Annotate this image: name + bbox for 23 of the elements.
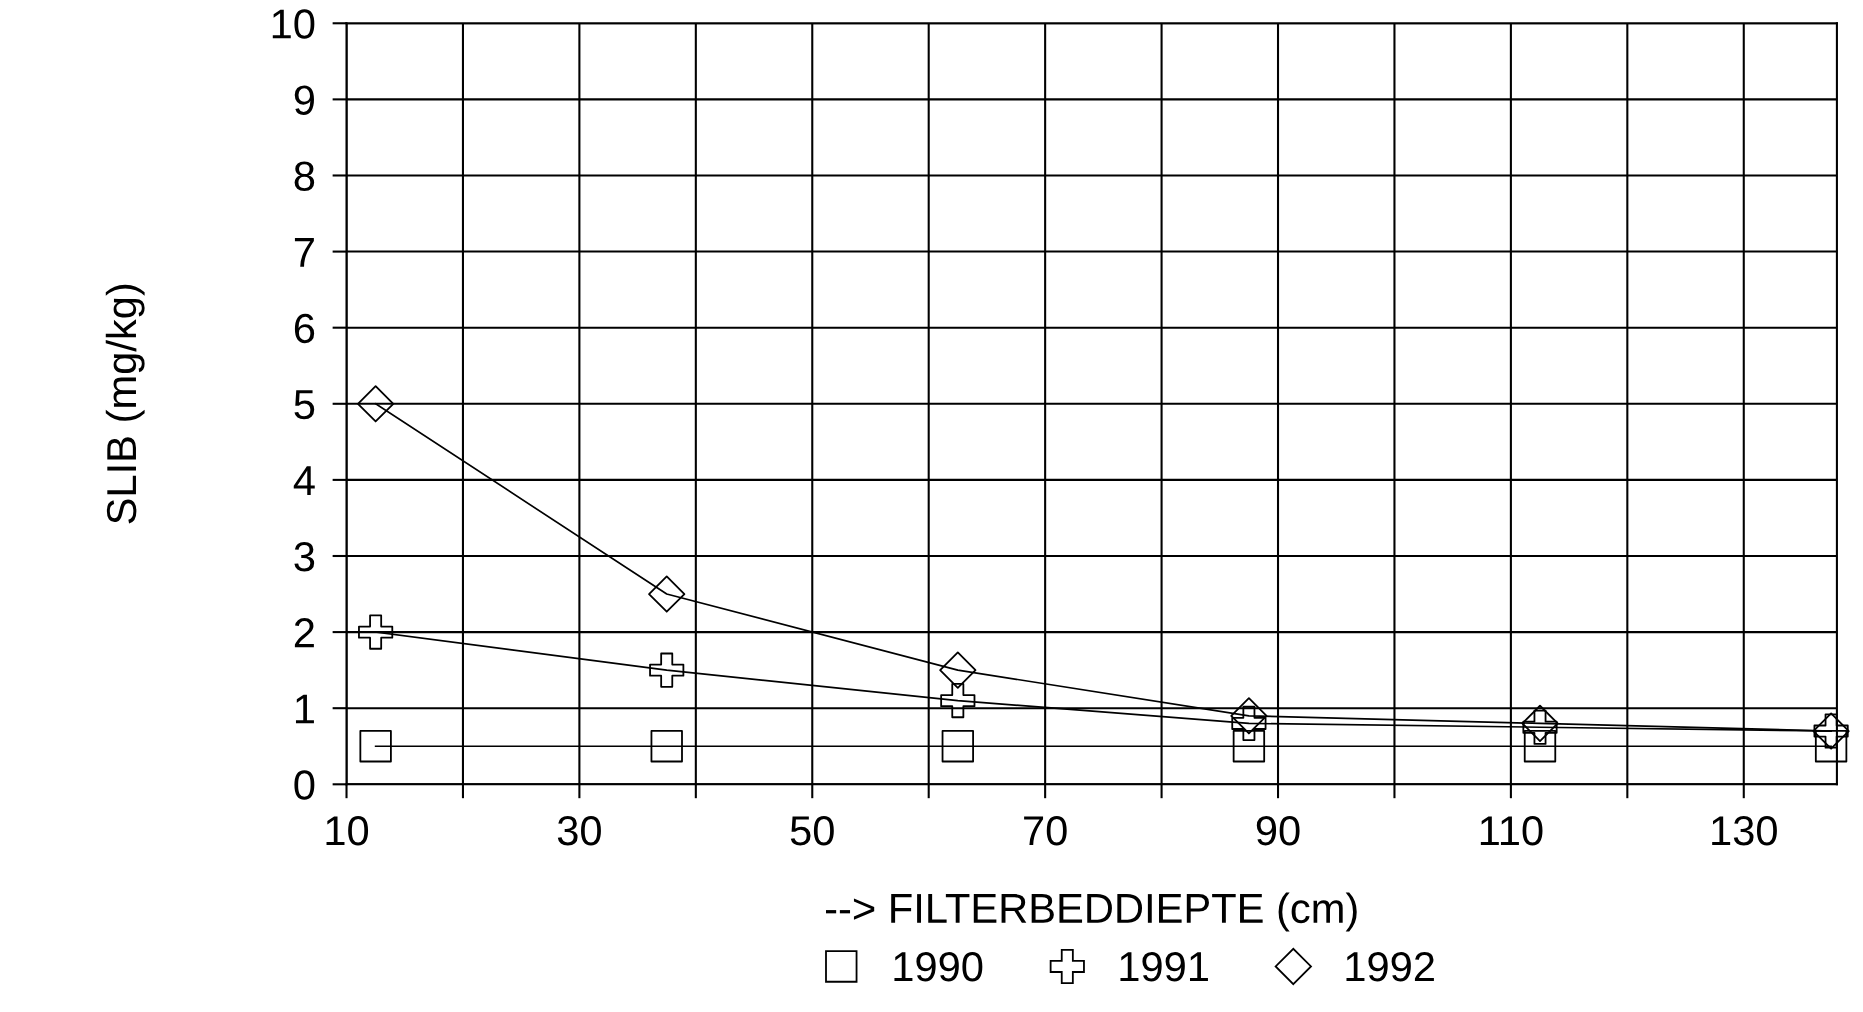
y-tick-label: 7 bbox=[294, 238, 314, 267]
x-tick-label: 10 bbox=[326, 815, 369, 846]
y-tick-label: 2 bbox=[294, 618, 314, 648]
legend-label: 1991 bbox=[1120, 951, 1208, 982]
y-tick-label: 1 bbox=[295, 694, 314, 724]
legend-label: 1990 bbox=[894, 951, 983, 982]
x-tick-label: 130 bbox=[1712, 815, 1777, 846]
y-tick-label: 4 bbox=[293, 466, 315, 495]
y-tick-label: 3 bbox=[294, 542, 315, 572]
y-tick-label: 10 bbox=[272, 9, 315, 39]
x-tick-label: 50 bbox=[790, 815, 834, 846]
y-tick-label: 9 bbox=[294, 85, 314, 115]
y-tick-label: 8 bbox=[294, 161, 315, 191]
x-tick-label: 110 bbox=[1480, 815, 1543, 846]
legend-label: 1992 bbox=[1346, 951, 1434, 982]
x-tick-label: 30 bbox=[557, 815, 601, 846]
x-axis-title: --> FILTERBEDDIEPTE (cm) bbox=[825, 892, 1357, 932]
y-tick-label: 5 bbox=[294, 390, 315, 420]
x-tick-label: 90 bbox=[1256, 815, 1300, 846]
y-tick-label: 0 bbox=[294, 770, 315, 800]
y-axis-title: SLIB (mg/kg) bbox=[105, 284, 145, 524]
y-tick-label: 6 bbox=[294, 313, 315, 344]
x-tick-label: 70 bbox=[1024, 815, 1067, 846]
